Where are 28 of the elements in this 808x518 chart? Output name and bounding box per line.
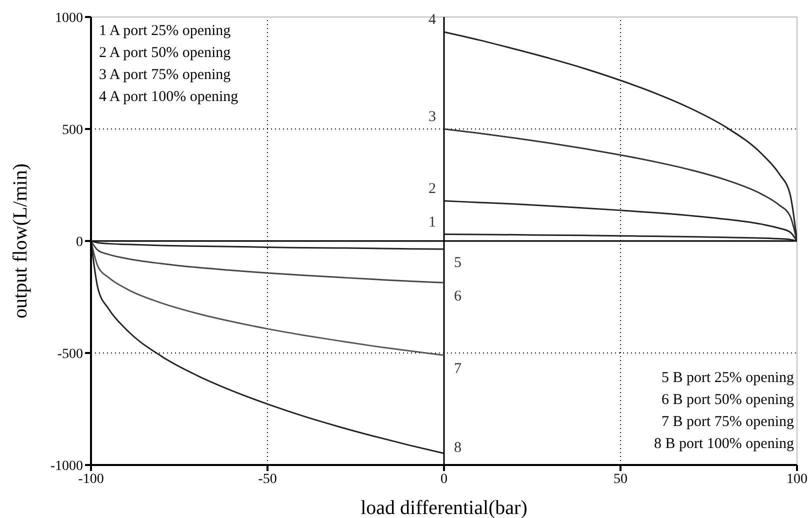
x-axis-title: load differential(bar)	[360, 497, 528, 518]
y-tick-label: -1000	[50, 458, 83, 474]
series-label: 7	[454, 361, 462, 378]
annotation: 2 A port 50% opening	[99, 45, 232, 61]
series-label: 6	[454, 288, 462, 305]
x-tick-label: -50	[258, 472, 277, 487]
annotation: 6 B port 50% opening	[662, 392, 794, 408]
x-tick-label: 0	[440, 472, 448, 487]
y-tick-label: 500	[62, 122, 83, 138]
annotation: 8 B port 100% opening	[654, 436, 794, 452]
series-label: 3	[428, 109, 436, 125]
series-label: 5	[454, 255, 462, 272]
series-label: 8	[454, 440, 462, 456]
annotation: 4 A port 100% opening	[99, 89, 239, 105]
annotation: 7 B port 75% opening	[662, 414, 794, 430]
y-tick-label: 1000	[55, 10, 83, 26]
x-tick-label: -100	[78, 472, 104, 487]
annotation: 5 B port 25% opening	[662, 370, 794, 386]
y-tick-label: 0	[76, 234, 83, 250]
y-axis-title: output flow(L/min)	[10, 164, 32, 318]
y-tick-label: -500	[57, 346, 83, 362]
annotation: 3 A port 75% opening	[99, 67, 232, 83]
annotation: 1 A port 25% opening	[99, 23, 232, 39]
series-label: 2	[428, 180, 436, 197]
x-tick-label: 50	[614, 472, 628, 487]
series-label: 1	[428, 214, 436, 230]
series-label: 4	[428, 12, 436, 28]
x-tick-label: 100	[786, 472, 808, 487]
